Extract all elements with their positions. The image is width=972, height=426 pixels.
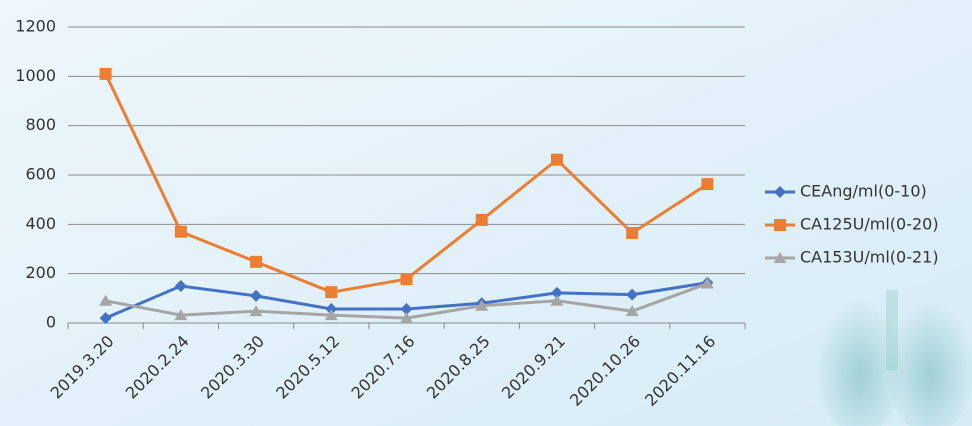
- legend-label: CEAng/ml(0-10): [800, 182, 927, 201]
- legend-label: CA125U/ml(0-20): [800, 215, 939, 234]
- y-tick-label: 0: [46, 313, 56, 332]
- data-point: [174, 280, 187, 292]
- data-point: [174, 309, 188, 321]
- data-point: [626, 288, 639, 301]
- data-point: [475, 299, 489, 311]
- data-point: [99, 294, 113, 306]
- data-point: [550, 286, 563, 299]
- data-point: [400, 312, 413, 324]
- data-point: [174, 225, 187, 238]
- data-point: [625, 305, 639, 317]
- y-tick-label: 600: [25, 165, 56, 184]
- data-point: [701, 178, 714, 191]
- y-tick-label: 200: [25, 263, 56, 282]
- data-point: [550, 294, 564, 306]
- data-point: [700, 277, 714, 289]
- y-tick-label: 1200: [15, 17, 56, 36]
- data-point: [400, 273, 413, 286]
- data-point: [325, 286, 338, 299]
- data-point: [626, 226, 639, 239]
- data-point: [324, 309, 338, 321]
- data-point: [99, 312, 112, 325]
- data-point: [250, 255, 263, 268]
- y-tick-label: 1000: [15, 66, 56, 85]
- data-point: [400, 302, 413, 315]
- data-point: [550, 153, 563, 166]
- y-tick-label: 400: [25, 214, 56, 233]
- legend-marker: [774, 186, 786, 198]
- legend-label: CA153U/ml(0-21): [800, 248, 939, 267]
- data-point: [250, 289, 263, 302]
- legend-marker: [774, 219, 786, 231]
- data-point: [325, 302, 338, 315]
- data-point: [99, 67, 112, 80]
- data-point: [475, 213, 488, 226]
- data-point: [249, 305, 263, 317]
- legend-marker: [773, 252, 787, 263]
- y-tick-label: 800: [25, 115, 56, 134]
- decoration: [815, 285, 972, 426]
